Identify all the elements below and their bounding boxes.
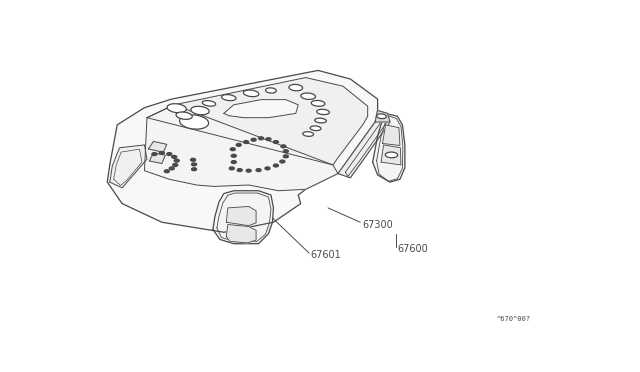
Ellipse shape: [266, 88, 276, 93]
Polygon shape: [381, 145, 401, 165]
Polygon shape: [224, 100, 298, 118]
Circle shape: [284, 150, 289, 153]
Polygon shape: [110, 145, 147, 188]
Polygon shape: [372, 113, 405, 182]
Circle shape: [265, 167, 270, 170]
Circle shape: [281, 145, 286, 148]
Circle shape: [237, 169, 242, 171]
Ellipse shape: [315, 118, 326, 123]
Polygon shape: [227, 225, 256, 243]
Ellipse shape: [167, 104, 186, 113]
Ellipse shape: [310, 126, 321, 131]
Polygon shape: [227, 206, 256, 226]
Polygon shape: [150, 153, 165, 164]
Polygon shape: [375, 110, 390, 122]
Ellipse shape: [311, 100, 325, 106]
Polygon shape: [148, 141, 167, 153]
Circle shape: [231, 161, 236, 164]
Ellipse shape: [202, 100, 216, 106]
Polygon shape: [108, 70, 378, 232]
Polygon shape: [147, 78, 367, 165]
Ellipse shape: [221, 94, 236, 101]
Circle shape: [273, 141, 278, 144]
Circle shape: [236, 144, 241, 146]
Circle shape: [191, 168, 196, 171]
Circle shape: [169, 167, 174, 170]
Text: ^670^00?: ^670^00?: [497, 316, 531, 322]
Circle shape: [167, 153, 172, 155]
Polygon shape: [383, 125, 400, 145]
Ellipse shape: [317, 109, 330, 115]
Circle shape: [229, 167, 234, 170]
Circle shape: [244, 141, 248, 144]
Circle shape: [174, 159, 179, 162]
Circle shape: [152, 153, 157, 155]
Polygon shape: [213, 191, 273, 244]
Circle shape: [273, 164, 278, 167]
Circle shape: [256, 169, 261, 171]
Ellipse shape: [180, 115, 209, 129]
Ellipse shape: [377, 114, 387, 119]
Ellipse shape: [303, 132, 314, 137]
Circle shape: [231, 154, 236, 157]
Ellipse shape: [176, 112, 192, 119]
Circle shape: [259, 137, 264, 140]
Circle shape: [159, 151, 164, 154]
Circle shape: [284, 155, 289, 158]
Circle shape: [191, 158, 196, 161]
Polygon shape: [338, 110, 390, 178]
Ellipse shape: [243, 90, 259, 97]
Text: 67300: 67300: [363, 220, 394, 230]
Circle shape: [164, 170, 169, 173]
Ellipse shape: [289, 84, 303, 91]
Ellipse shape: [385, 152, 397, 158]
Circle shape: [251, 138, 256, 141]
Text: 67601: 67601: [310, 250, 341, 260]
Text: 67600: 67600: [397, 244, 428, 254]
Circle shape: [172, 155, 177, 158]
Circle shape: [246, 169, 251, 172]
Ellipse shape: [301, 93, 316, 99]
Circle shape: [266, 138, 271, 141]
Circle shape: [230, 148, 236, 151]
Circle shape: [191, 163, 196, 166]
Circle shape: [280, 160, 285, 163]
Circle shape: [173, 164, 178, 166]
Ellipse shape: [191, 106, 209, 115]
Polygon shape: [145, 105, 338, 191]
